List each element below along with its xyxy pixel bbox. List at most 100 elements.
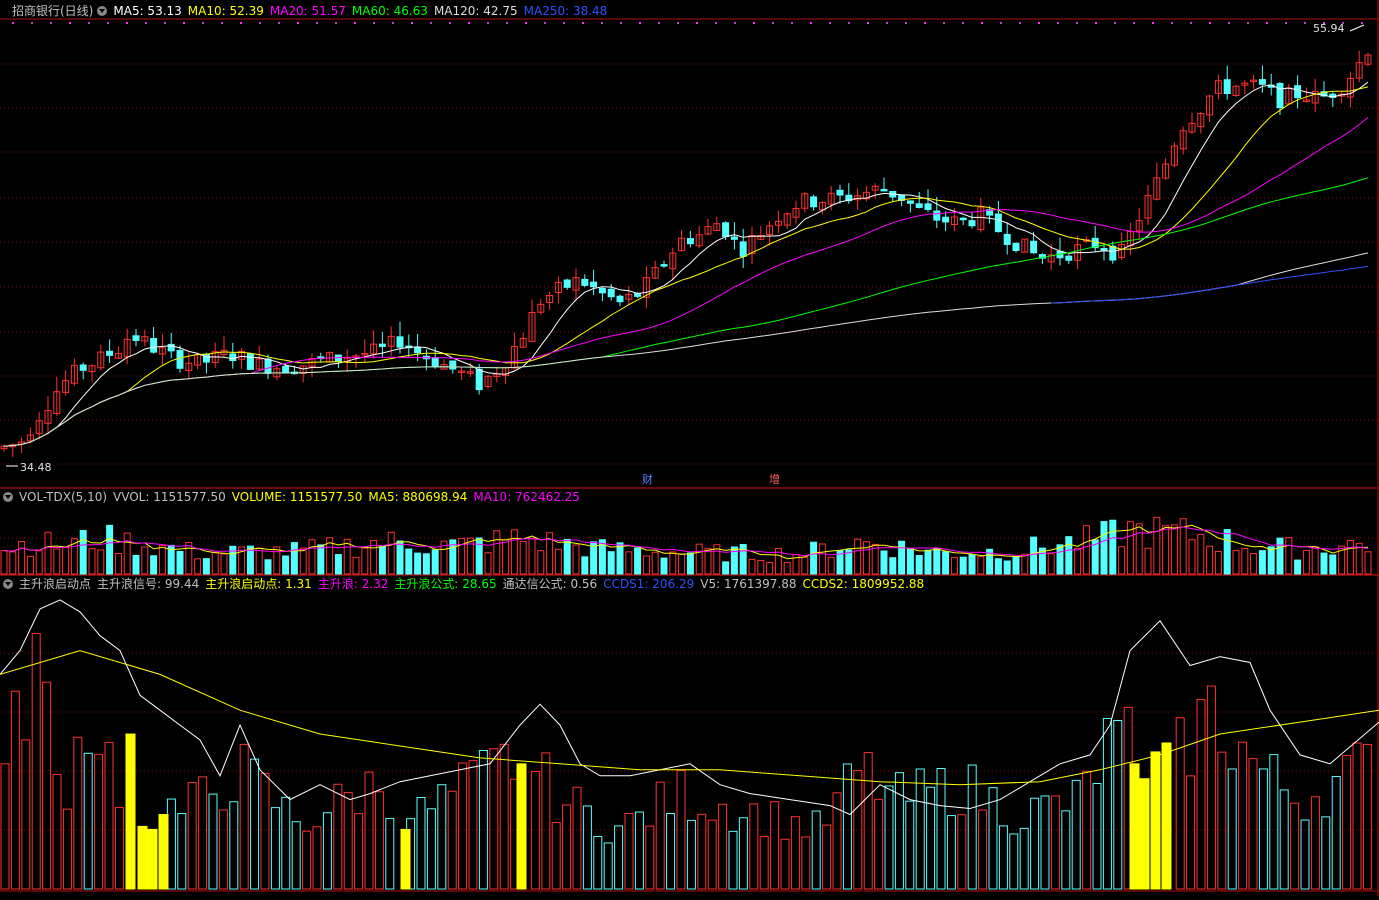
candle-up [783,213,791,226]
finance-marker[interactable]: 财 [642,473,653,486]
signal-bar [218,809,228,890]
volume-bar [1065,536,1073,575]
signal-dot [1285,22,1287,24]
volume-bar [299,547,307,575]
dropdown-icon[interactable] [97,6,108,16]
signal-bar [239,743,249,890]
volume-indicator-0: VOL-TDX(5,10) [19,490,108,504]
candle-down [1030,240,1038,254]
signal-bar [707,819,717,890]
signal-bar [343,791,353,890]
signal-dot [449,22,451,24]
volume-bar [678,553,686,575]
volume-bar [660,557,668,575]
signal-bar [530,770,540,890]
signal-dot [468,22,470,24]
dropdown-icon[interactable] [3,492,13,502]
candle-down [106,350,114,356]
volume-bar [942,551,950,575]
dropdown-icon[interactable] [3,579,13,589]
signal-dot [259,22,261,24]
candle-up [510,345,518,369]
volume-bar [1003,560,1011,575]
signal-bar [354,813,364,890]
signal-dot [1304,22,1306,24]
signal-bar [52,773,62,890]
candle-up [572,277,580,291]
signal-bar [1352,742,1362,890]
candle-down [475,368,483,391]
signal-dot [1095,22,1097,24]
candle-up [748,235,756,255]
ma-indicator-0: MA5: 53.13 [113,4,182,18]
volume-bar [810,541,818,575]
candle-up [625,293,633,300]
ma-line-ma10 [3,86,1369,447]
volume-bar [361,547,369,575]
volume-bar [554,548,562,575]
volume-bar [114,552,122,575]
candle-up [546,294,554,304]
signal-dot [943,22,945,24]
volume-bar [1030,536,1038,575]
signal-bar [749,803,759,890]
volume-bar [1294,559,1302,575]
signal-dot [962,22,964,24]
candle-down [581,278,589,286]
candle-down [607,288,615,298]
volume-bar [246,545,254,575]
volume-bar [748,558,756,575]
signal-bar [0,763,10,890]
volume-bar [484,552,492,575]
candle-down [414,347,422,354]
volume-bar [405,548,413,575]
signal-bar [842,763,852,890]
volume-bar [1091,539,1099,575]
signal-dot [905,22,907,24]
signal-dot [1152,22,1154,24]
signal-bar [759,836,769,890]
increase-marker[interactable]: 增 [769,473,780,486]
volume-bar [422,553,430,575]
signal-line-yellow [0,650,1379,786]
ma-indicator-2: MA20: 51.57 [269,4,346,18]
volume-bar [132,554,140,575]
candle-up [238,350,246,360]
volume-bar [1144,547,1152,575]
volume-bar [123,532,131,575]
candle-up [1250,79,1258,83]
volume-bar [158,544,166,575]
volume-bar [326,537,334,575]
signal-indicator-8: CCDS2: 1809952.88 [802,577,925,591]
volume-bar [818,543,826,575]
signal-bar [1269,754,1279,890]
candle-down [1258,79,1266,85]
signal-bar [624,813,634,890]
volume-bar [669,551,677,575]
volume-bar [757,559,765,575]
signal-bar [1248,758,1258,890]
candle-up [1153,177,1161,200]
signal-dot [12,22,14,24]
signal-bar [1206,685,1216,890]
signal-bar-yellow [1150,751,1161,890]
candle-up [158,347,166,355]
signal-bar [822,824,832,890]
candle-up [695,234,703,247]
candle-down [1003,233,1011,245]
signal-bar [998,825,1008,890]
candle-down [915,203,923,208]
signal-dot [924,22,926,24]
volume-bar [79,530,87,575]
ma-line-ma20 [3,117,1369,447]
candle-down [449,360,457,370]
volume-bar [1223,529,1231,575]
candle-up [387,335,395,347]
signal-dot [297,22,299,24]
signal-bar [1019,827,1029,890]
candle-down [1065,255,1073,261]
candle-up [1311,90,1319,104]
candle-up [26,434,34,442]
